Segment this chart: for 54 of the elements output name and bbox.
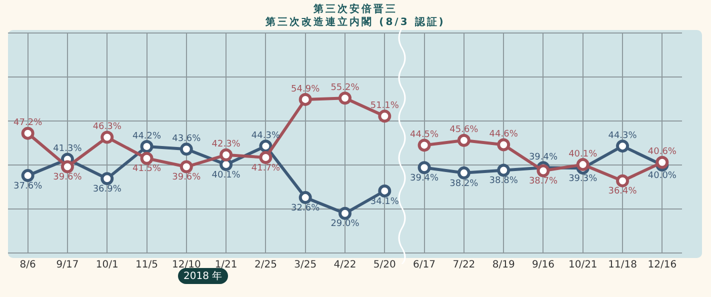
data-label: 41.7% <box>251 163 280 174</box>
data-label: 45.6% <box>450 125 479 136</box>
data-label: 41.3% <box>53 144 82 154</box>
data-label: 32.6% <box>291 203 320 214</box>
data-label: 29.0% <box>330 219 360 230</box>
data-label: 40.1% <box>568 149 598 160</box>
data-label: 38.2% <box>450 178 479 189</box>
data-label: 39.4% <box>410 173 440 184</box>
data-label: 40.0% <box>648 170 677 181</box>
text: 2018 年 <box>184 271 222 282</box>
data-label: 44.3% <box>608 130 638 141</box>
data-label: 51.1% <box>370 101 400 112</box>
x-tick-label: 9/17 <box>56 260 79 271</box>
data-label: 47.2% <box>14 118 43 128</box>
data-label: 43.6% <box>172 134 202 144</box>
x-tick-label: 2/25 <box>254 260 277 271</box>
x-tick-label: 12/16 <box>648 260 677 271</box>
data-label: 39.6% <box>172 172 202 183</box>
x-tick-label: 9/16 <box>532 260 554 271</box>
data-label: 40.1% <box>212 170 241 180</box>
data-label: 38.8% <box>489 176 518 186</box>
data-label: 42.3% <box>212 140 241 150</box>
x-tick-label: 1/21 <box>214 260 238 271</box>
data-label: 40.6% <box>648 147 677 158</box>
data-label: 44.3% <box>251 130 280 141</box>
chart-title: 第三次安倍晋三 <box>312 2 398 16</box>
x-tick-label: 11/5 <box>136 260 158 271</box>
data-label: 36.9% <box>92 184 122 194</box>
data-label: 44.6% <box>489 130 518 140</box>
data-label: 39.3% <box>568 174 598 184</box>
data-label: 39.4% <box>528 152 558 162</box>
x-tick-label: 7/22 <box>452 260 476 271</box>
x-tick-label: 3/25 <box>294 260 317 271</box>
data-label: 34.1% <box>370 196 400 207</box>
x-tick-label: 8/6 <box>20 260 36 271</box>
x-tick-label: 10/1 <box>96 260 118 271</box>
x-tick-label: 8/19 <box>492 260 515 271</box>
x-tick-label: 5/20 <box>373 260 396 271</box>
data-label: 55.2% <box>330 82 360 93</box>
data-label: 38.7% <box>528 176 558 187</box>
data-label: 54.9% <box>291 84 320 94</box>
x-tick-label: 12/10 <box>172 260 201 271</box>
data-label: 36.4% <box>608 186 638 197</box>
data-label: 37.6% <box>14 181 43 192</box>
x-tick-label: 4/22 <box>334 260 356 271</box>
data-label: 46.3% <box>92 122 122 132</box>
x-tick-label: 11/18 <box>608 260 637 271</box>
data-label: 39.6% <box>53 172 82 183</box>
x-tick-label: 10/21 <box>568 260 598 271</box>
data-label: 44.2% <box>132 131 162 142</box>
chart-subtitle: 第三次改造連立内閣 (8/3 認証) <box>264 15 446 29</box>
data-label: 44.5% <box>410 130 440 140</box>
data-label: 41.5% <box>132 164 162 174</box>
x-tick-label: 6/17 <box>413 260 436 271</box>
